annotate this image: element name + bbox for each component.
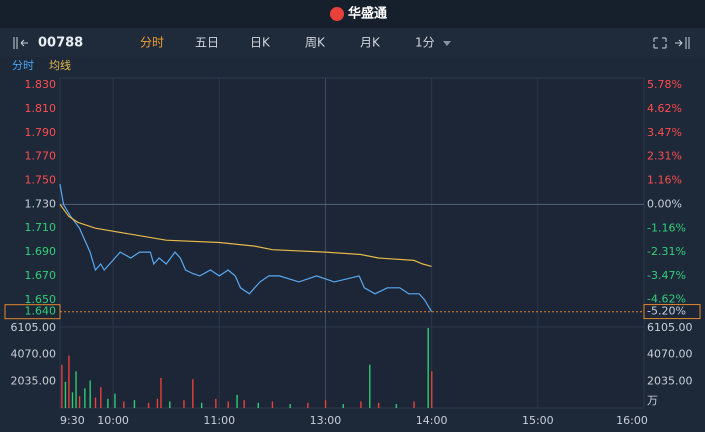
y2-tick-label: 3.47%	[647, 126, 682, 139]
volume-bar	[123, 401, 125, 408]
tab[interactable]: 五日	[195, 36, 219, 50]
y-tick-label: 1.770	[25, 150, 57, 163]
price-line	[59, 183, 433, 313]
tab[interactable]: 日K	[250, 36, 271, 50]
volume-bar	[64, 381, 67, 408]
volume-bar	[215, 398, 217, 408]
volume-bar	[107, 398, 109, 408]
dropdown-icon[interactable]	[443, 41, 451, 46]
x-tick-label: 10:00	[97, 414, 129, 427]
volume-bar	[94, 397, 97, 408]
volume-bar	[169, 401, 171, 408]
y2-tick-label: 4.62%	[647, 102, 682, 115]
volume-bar	[61, 364, 63, 408]
volume-bar	[431, 371, 433, 408]
volume-tick-label: 2035.00	[647, 374, 693, 387]
volume-bar	[377, 402, 380, 408]
volume-bar	[78, 396, 81, 408]
volume-bar	[89, 380, 91, 408]
x-tick-label: 11:00	[203, 414, 235, 427]
volume-bar	[71, 392, 74, 408]
volume-bar	[192, 379, 194, 408]
y-tick-label: 1.710	[25, 221, 57, 234]
volume-bar	[369, 364, 371, 408]
volume-tick-label: 6105.00	[11, 321, 57, 334]
y-tick-label: 1.650	[25, 293, 57, 306]
y-tick-label: 1.730	[25, 197, 57, 210]
logo: 华盛通	[348, 6, 387, 22]
collapse-icon[interactable]	[675, 37, 690, 49]
tab[interactable]: 1分	[415, 36, 435, 50]
y-tick-label: 1.830	[25, 78, 57, 91]
y2-tick-label: 1.16%	[647, 173, 682, 186]
tab[interactable]: 分时	[140, 36, 164, 50]
y2-tick-label: -3.47%	[647, 269, 686, 282]
x-tick-label: 15:00	[522, 414, 554, 427]
chart-area	[59, 77, 645, 409]
volume-bar	[200, 402, 203, 408]
y-tick-label: 1.670	[25, 269, 57, 282]
y2-tick-label: -1.16%	[647, 221, 686, 234]
last-pct-label: -5.20%	[647, 305, 686, 318]
subtab[interactable]: 均线	[49, 58, 71, 72]
volume-bar	[342, 404, 344, 408]
volume-tick-label: 2035.00	[11, 374, 57, 387]
toolbar	[0, 28, 705, 57]
volume-tick-label: 4070.00	[647, 348, 693, 361]
volume-bar	[289, 404, 291, 408]
volume-bar	[257, 402, 260, 408]
subtab[interactable]: 分时	[12, 59, 34, 72]
average-line	[59, 204, 432, 267]
volume-bar	[114, 393, 116, 408]
y-tick-label: 1.810	[25, 102, 57, 115]
logo-icon	[330, 7, 344, 21]
volume-bar	[427, 328, 429, 408]
x-tick-label: 9:30	[60, 414, 85, 427]
volume-bar	[227, 401, 229, 408]
volume-bar	[324, 400, 327, 408]
volume-bar	[271, 401, 274, 408]
x-tick-label: 13:00	[310, 414, 342, 427]
y2-tick-label: 0.00%	[647, 197, 682, 210]
volume-bar	[133, 400, 136, 408]
last-pct-box	[643, 304, 701, 320]
volume-bar	[395, 404, 398, 408]
volume-bar	[360, 401, 362, 408]
volume-unit: 万	[647, 394, 658, 407]
y2-tick-label: -4.62%	[647, 293, 686, 306]
last-price-box	[4, 304, 61, 320]
volume-bar	[160, 377, 162, 408]
back-icon[interactable]	[13, 37, 28, 49]
volume-bar	[68, 355, 70, 408]
y-tick-label: 1.750	[25, 174, 57, 187]
volume-tick-label: 6105.00	[647, 321, 693, 334]
tab[interactable]: 月K	[360, 36, 381, 50]
volume-bar	[84, 388, 86, 408]
volume-bar	[100, 387, 102, 408]
volume-bar	[243, 400, 245, 408]
volume-bar	[307, 402, 309, 408]
stock-code: 00788	[38, 36, 83, 51]
volume-bar	[75, 371, 77, 408]
volume-bar	[147, 402, 150, 408]
header	[0, 0, 705, 28]
y-tick-label: 1.690	[25, 245, 57, 258]
x-tick-label: 16:00	[616, 414, 648, 427]
volume-bar	[413, 401, 415, 408]
last-price-label: 1.640	[25, 305, 57, 318]
volume-tick-label: 4070.00	[11, 348, 57, 361]
volume-bar	[236, 394, 238, 408]
x-tick-label: 14:00	[416, 414, 448, 427]
tab[interactable]: 周K	[305, 36, 326, 50]
y2-tick-label: -2.31%	[647, 245, 686, 258]
fullscreen-icon[interactable]	[653, 37, 667, 49]
volume-bar	[183, 400, 185, 408]
y2-tick-label: 2.31%	[647, 150, 682, 163]
volume-bar	[156, 398, 159, 408]
y2-tick-label: 5.78%	[647, 78, 682, 91]
y-tick-label: 1.790	[25, 126, 57, 139]
